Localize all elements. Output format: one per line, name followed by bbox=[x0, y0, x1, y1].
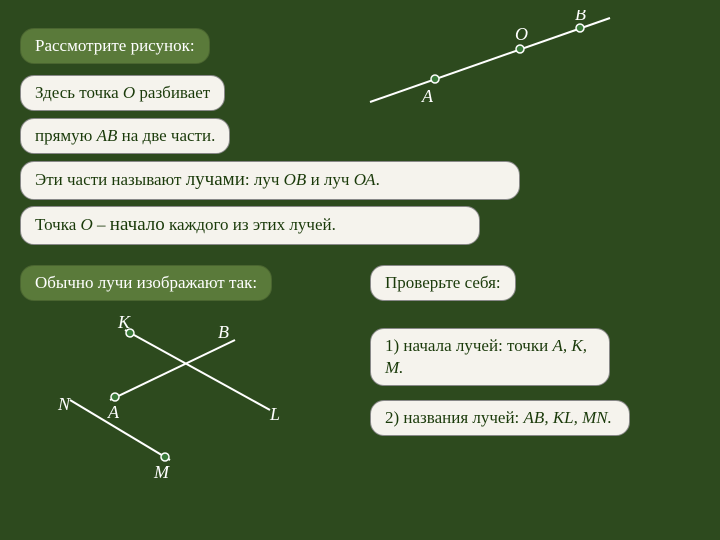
t2-ab: АВ bbox=[97, 126, 118, 145]
t3-rays: лучами bbox=[186, 169, 245, 190]
text-pointO-splits: Здесь точка О разбивает bbox=[20, 75, 225, 111]
svg-text:A: A bbox=[421, 86, 434, 106]
svg-text:K: K bbox=[117, 312, 131, 332]
t3-mid2: и луч bbox=[306, 170, 353, 189]
t3-pre: Эти части называют bbox=[35, 170, 186, 189]
svg-text:N: N bbox=[57, 394, 71, 414]
t4-post: каждого из этих лучей. bbox=[165, 215, 336, 234]
t4-pre: Точка bbox=[35, 215, 81, 234]
svg-text:A: A bbox=[107, 402, 120, 422]
answer-starts: 1) начала лучей: точки A, K, M. bbox=[370, 328, 610, 386]
text-line-ab: прямую АВ на две части. bbox=[20, 118, 230, 154]
diagram-rays: A K M B L N bbox=[30, 310, 320, 500]
header-examine-text: Рассмотрите рисунок: bbox=[35, 36, 195, 55]
answer-names: 2) названия лучей: AB, KL, MN. bbox=[370, 400, 630, 436]
a2-pre: 2) названия лучей: bbox=[385, 408, 524, 427]
diagram-line-ab: A O B bbox=[360, 10, 650, 120]
svg-text:L: L bbox=[269, 404, 280, 424]
t1-pre: Здесь точка bbox=[35, 83, 123, 102]
t1-o: О bbox=[123, 83, 135, 102]
t3-mid: : луч bbox=[245, 170, 284, 189]
check-header-text: Проверьте себя: bbox=[385, 273, 501, 292]
t4-o: О bbox=[81, 215, 93, 234]
t2-pre: прямую bbox=[35, 126, 97, 145]
svg-text:B: B bbox=[218, 322, 229, 342]
svg-text:B: B bbox=[575, 10, 586, 24]
t3-oa: ОА bbox=[354, 170, 376, 189]
a1-pre: 1) начала лучей: точки bbox=[385, 336, 552, 355]
check-header: Проверьте себя: bbox=[370, 265, 516, 301]
t4-start: начало bbox=[110, 214, 165, 235]
t3-end: . bbox=[376, 170, 380, 189]
t1-post: разбивает bbox=[135, 83, 210, 102]
a2-names: AB, KL, MN. bbox=[524, 408, 612, 427]
t3-ob: ОВ bbox=[284, 170, 307, 189]
svg-text:M: M bbox=[153, 462, 170, 482]
text-startpoint: Точка О – начало каждого из этих лучей. bbox=[20, 206, 480, 245]
t4-mid: – bbox=[93, 215, 110, 234]
t2-post: на две части. bbox=[117, 126, 215, 145]
header-usually: Обычно лучи изображают так: bbox=[20, 265, 272, 301]
header-usually-text: Обычно лучи изображают так: bbox=[35, 273, 257, 292]
header-examine: Рассмотрите рисунок: bbox=[20, 28, 210, 64]
svg-text:O: O bbox=[515, 24, 528, 44]
text-rays: Эти части называют лучами: луч ОВ и луч … bbox=[20, 161, 520, 200]
